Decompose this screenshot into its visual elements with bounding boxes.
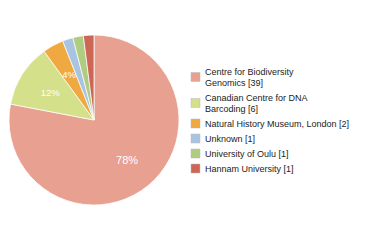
legend-item: Hannam University [1] — [191, 164, 294, 174]
chart: 78% 12%4% Centre for BiodiversityGenomics … — [0, 0, 380, 240]
slice-label: 4% — [62, 69, 76, 80]
legend-item: University of Oulu [1] — [191, 149, 289, 159]
legend: Centre for BiodiversityGenomics [39] Cana… — [191, 67, 349, 174]
pie-slice — [83, 35, 94, 120]
slice-labels: 78% 12%4% — [41, 69, 139, 166]
legend-swatch — [191, 73, 200, 82]
pie — [9, 35, 179, 205]
legend-swatch — [191, 134, 200, 143]
legend-item: Unknown [1] — [191, 134, 255, 144]
legend-label: Canadian Centre for DNABarcoding [6] — [205, 93, 308, 114]
legend-label: University of Oulu [1] — [205, 149, 289, 159]
slice-label: 78% — [116, 154, 138, 166]
pie-slice — [9, 35, 179, 205]
legend-swatch — [191, 164, 200, 173]
legend-label: Centre for BiodiversityGenomics [39] — [205, 67, 294, 88]
legend-swatch — [191, 99, 200, 108]
legend-swatch — [191, 149, 200, 158]
legend-label: Hannam University [1] — [205, 164, 294, 174]
slice-label: 12% — [41, 87, 61, 98]
legend-item: Canadian Centre for DNABarcoding [6] — [191, 93, 308, 114]
legend-swatch — [191, 119, 200, 128]
legend-label: Natural History Museum, London [2] — [205, 119, 349, 129]
legend-item: Centre for BiodiversityGenomics [39] — [191, 67, 294, 88]
legend-item: Natural History Museum, London [2] — [191, 119, 349, 129]
legend-label: Unknown [1] — [205, 134, 255, 144]
pie-slice — [73, 36, 94, 120]
